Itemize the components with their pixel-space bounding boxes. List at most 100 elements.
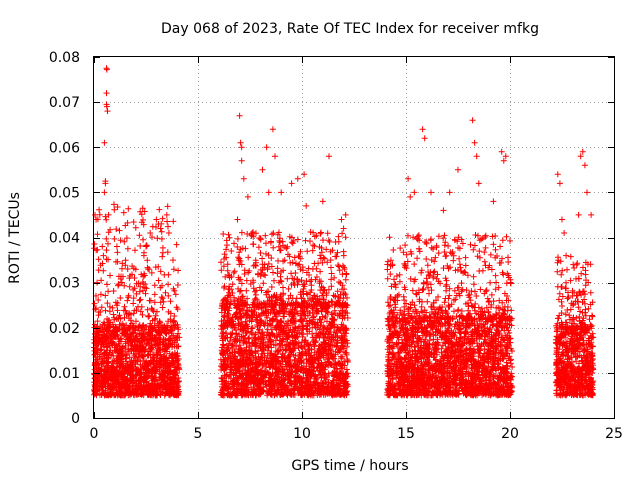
data-point: [107, 272, 113, 279]
data-point: [149, 234, 155, 241]
data-point: [104, 281, 110, 288]
data-point: [137, 296, 144, 303]
data-point: [250, 241, 257, 248]
data-point: [270, 269, 276, 276]
data-point: [343, 270, 350, 277]
data-point: [149, 223, 156, 230]
data-point: [126, 283, 133, 290]
data-point: [93, 356, 100, 363]
data-point: [342, 276, 349, 283]
data-point: [255, 271, 261, 278]
data-point: [95, 297, 102, 303]
data-point: [114, 204, 121, 210]
data-point: [277, 239, 283, 246]
data-point: [157, 268, 164, 275]
data-point: [168, 354, 175, 361]
data-point: [296, 261, 303, 268]
data-point: [139, 279, 146, 286]
data-point: [97, 291, 104, 298]
data-point: [132, 224, 139, 231]
data-point: [159, 249, 166, 256]
data-point: [94, 231, 101, 238]
data-point: [318, 229, 324, 236]
data-point: [288, 270, 295, 277]
data-point: [154, 235, 161, 242]
data-point: [94, 246, 101, 253]
data-point: [120, 209, 127, 216]
data-point: [100, 267, 107, 274]
data-point: [452, 296, 459, 303]
data-point: [151, 282, 158, 289]
data-point: [157, 299, 164, 306]
data-point: [155, 277, 162, 284]
data-point: [117, 237, 124, 244]
data-point: [170, 285, 177, 292]
data-point: [104, 300, 111, 307]
data-points: [91, 65, 597, 399]
data-point: [94, 318, 101, 325]
data-point: [251, 288, 258, 295]
data-point: [307, 238, 313, 245]
data-point: [173, 304, 180, 311]
data-point: [123, 311, 130, 318]
data-point: [130, 286, 137, 293]
data-point: [160, 298, 167, 305]
data-point: [268, 284, 275, 290]
data-point: [167, 298, 174, 305]
data-point: [336, 279, 342, 285]
data-point: [110, 311, 117, 318]
data-point: [133, 318, 139, 325]
data-point: [113, 258, 119, 265]
data-point: [113, 302, 120, 309]
data-point: [143, 341, 149, 348]
data-point: [98, 304, 105, 311]
data-point: [91, 300, 98, 307]
data-point: [103, 247, 110, 254]
data-point: [220, 231, 227, 237]
data-point: [119, 265, 125, 272]
data-point: [158, 294, 165, 301]
data-point: [116, 227, 123, 234]
data-point: [396, 271, 403, 278]
data-point: [221, 314, 228, 321]
data-point: [255, 244, 262, 251]
data-point: [105, 256, 112, 263]
data-point: [118, 273, 124, 280]
data-point: [269, 231, 275, 238]
data-point: [111, 235, 118, 242]
data-point: [136, 232, 143, 239]
data-point: [320, 237, 326, 244]
data-point: [317, 268, 324, 275]
data-point: [144, 306, 151, 313]
data-point: [328, 264, 334, 271]
data-point: [257, 250, 264, 256]
data-point: [262, 232, 269, 239]
data-point: [159, 304, 166, 311]
data-point: [139, 287, 146, 294]
data-point: [102, 307, 109, 314]
data-point: [324, 230, 331, 237]
data-point: [102, 292, 109, 299]
data-point: [156, 206, 163, 213]
data-point: [420, 286, 427, 293]
data-point: [151, 299, 158, 306]
data-point: [137, 243, 144, 249]
data-point: [175, 330, 181, 337]
data-point: [268, 255, 275, 262]
data-point: [130, 265, 137, 272]
data-point: [159, 215, 166, 222]
data-point: [110, 288, 117, 294]
data-point: [294, 236, 301, 243]
data-point: [96, 206, 103, 213]
data-point: [145, 313, 152, 320]
data-point: [393, 273, 400, 279]
data-point: [148, 269, 155, 276]
data-point: [121, 238, 128, 245]
data-point: [172, 291, 179, 298]
data-point: [487, 279, 494, 286]
data-point: [245, 254, 252, 261]
data-point: [164, 203, 171, 210]
data-point: [231, 240, 237, 247]
data-point: [257, 235, 264, 242]
data-point: [402, 242, 409, 249]
